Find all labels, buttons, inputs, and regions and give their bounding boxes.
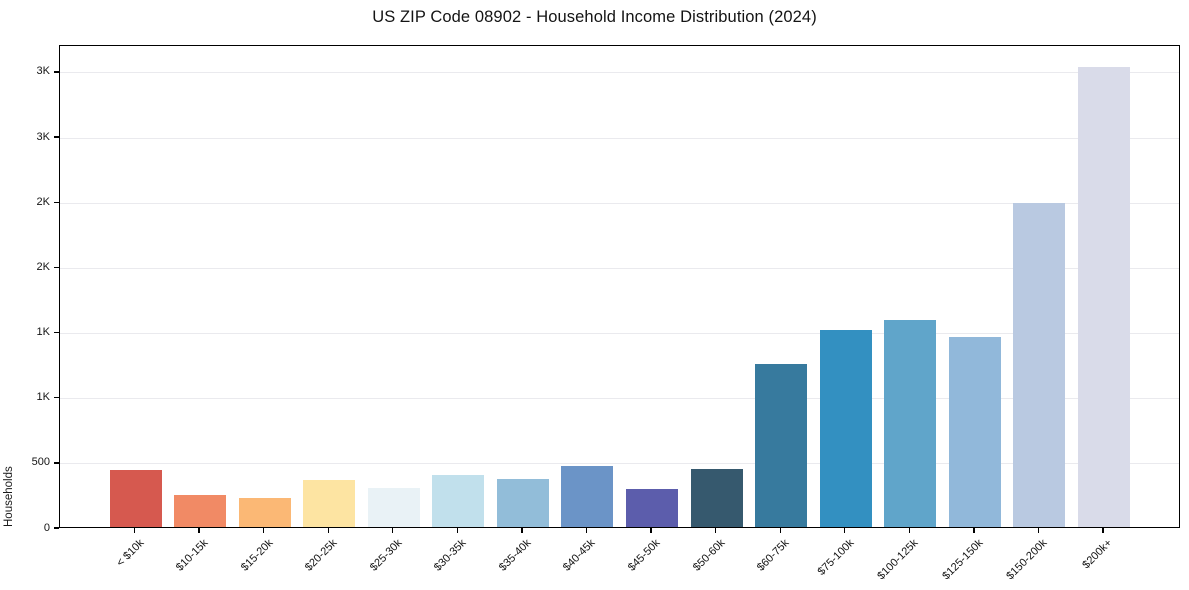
x-tick-mark bbox=[198, 528, 200, 533]
x-tick-label: $50-60k bbox=[690, 537, 728, 574]
y-tick-mark bbox=[54, 397, 59, 399]
y-tick-label: 500 bbox=[31, 456, 50, 469]
x-tick-mark bbox=[133, 528, 136, 533]
gridline bbox=[60, 137, 1179, 139]
x-tick-label: $150-200k bbox=[1004, 537, 1050, 583]
y-tick-label: 0 bbox=[43, 521, 50, 534]
x-tick-label: $35-40k bbox=[496, 537, 534, 574]
bar-8 bbox=[561, 465, 614, 527]
x-tick-mark bbox=[327, 528, 329, 533]
x-tick-mark bbox=[521, 528, 523, 533]
x-tick-mark bbox=[908, 528, 911, 533]
bar-7 bbox=[496, 479, 549, 527]
chart-title: US ZIP Code 08902 - Household Income Dis… bbox=[372, 8, 817, 26]
x-tick-mark bbox=[585, 528, 588, 533]
bar-9 bbox=[626, 489, 679, 527]
y-tick-label: 1K bbox=[36, 326, 50, 339]
x-tick-mark bbox=[714, 528, 717, 533]
y-tick-mark bbox=[54, 331, 59, 334]
y-tick-label: 3K bbox=[36, 130, 50, 143]
bar-6 bbox=[432, 474, 485, 527]
x-tick-label: $200k+ bbox=[1080, 537, 1115, 572]
x-tick-label: $100-125k bbox=[875, 537, 921, 583]
bar-3 bbox=[238, 497, 291, 527]
gridline bbox=[60, 463, 1179, 465]
x-tick-mark bbox=[262, 528, 265, 533]
bar-11 bbox=[755, 364, 808, 527]
gridline bbox=[60, 267, 1179, 269]
bar-2 bbox=[174, 495, 227, 527]
x-tick-label: $45-50k bbox=[625, 537, 663, 574]
y-tick-label: 2K bbox=[36, 260, 50, 273]
gridline bbox=[60, 398, 1179, 400]
gridline bbox=[60, 202, 1179, 204]
bar-13 bbox=[884, 319, 937, 527]
gridline bbox=[60, 72, 1179, 74]
y-tick-mark bbox=[54, 462, 59, 464]
x-tick-label: $30-35k bbox=[432, 537, 469, 574]
gridline bbox=[60, 333, 1179, 335]
y-axis-label: Households bbox=[3, 466, 15, 527]
y-tick-label: 2K bbox=[36, 195, 50, 208]
x-tick-label: $15-20k bbox=[238, 537, 276, 574]
y-tick-mark bbox=[54, 527, 59, 529]
plot-area bbox=[59, 45, 1180, 528]
x-tick-label: $40-45k bbox=[561, 537, 598, 574]
y-tick-mark bbox=[54, 136, 59, 138]
x-tick-mark bbox=[1037, 528, 1040, 533]
y-tick-mark bbox=[54, 201, 59, 203]
y-tick-label: 3K bbox=[36, 65, 50, 78]
bar-14 bbox=[948, 337, 1001, 527]
y-tick-mark bbox=[54, 71, 59, 73]
x-tick-label: $75-100k bbox=[815, 537, 857, 578]
x-tick-mark bbox=[779, 528, 781, 533]
bar-12 bbox=[819, 329, 872, 527]
bar-4 bbox=[303, 480, 356, 527]
bar-1 bbox=[109, 469, 162, 527]
x-tick-mark bbox=[973, 528, 975, 533]
x-tick-label: $60-75k bbox=[755, 537, 792, 574]
x-tick-mark bbox=[650, 528, 652, 533]
bar-16 bbox=[1078, 67, 1131, 527]
y-tick-label: 1K bbox=[36, 391, 50, 404]
bar-10 bbox=[690, 469, 743, 527]
x-tick-label: $125-150k bbox=[940, 537, 986, 583]
x-tick-mark bbox=[1102, 528, 1104, 533]
x-tick-mark bbox=[456, 528, 459, 533]
x-tick-label: $25-30k bbox=[367, 537, 405, 574]
x-tick-mark bbox=[392, 528, 394, 533]
x-tick-mark bbox=[844, 528, 846, 533]
y-tick-mark bbox=[54, 266, 59, 269]
bar-15 bbox=[1013, 202, 1066, 527]
x-tick-label: $20-25k bbox=[303, 537, 340, 574]
bar-5 bbox=[367, 487, 420, 527]
x-tick-label: $10-15k bbox=[173, 537, 211, 574]
x-tick-label: < $10k bbox=[113, 537, 146, 570]
